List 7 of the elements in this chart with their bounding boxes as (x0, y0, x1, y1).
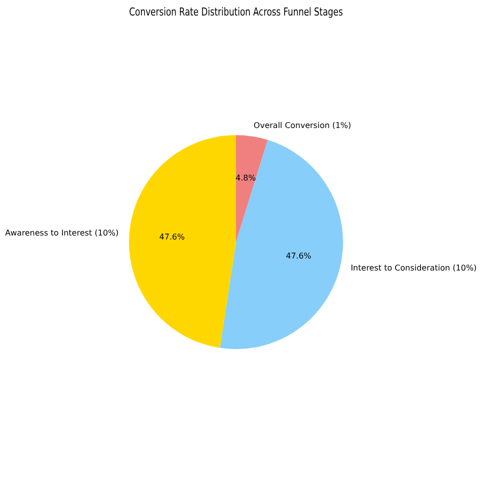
slice-label: Overall Conversion (1%) (254, 120, 352, 130)
data-label: 4.8% (235, 174, 256, 183)
chart-title: Conversion Rate Distribution Across Funnel Stages (129, 6, 343, 19)
slice-label: Interest to Consideration (10%) (350, 264, 477, 273)
slice-label: Awareness to Interest (10%) (5, 228, 119, 238)
data-label: 47.6% (159, 232, 186, 242)
data-label: 47.6% (286, 252, 312, 261)
